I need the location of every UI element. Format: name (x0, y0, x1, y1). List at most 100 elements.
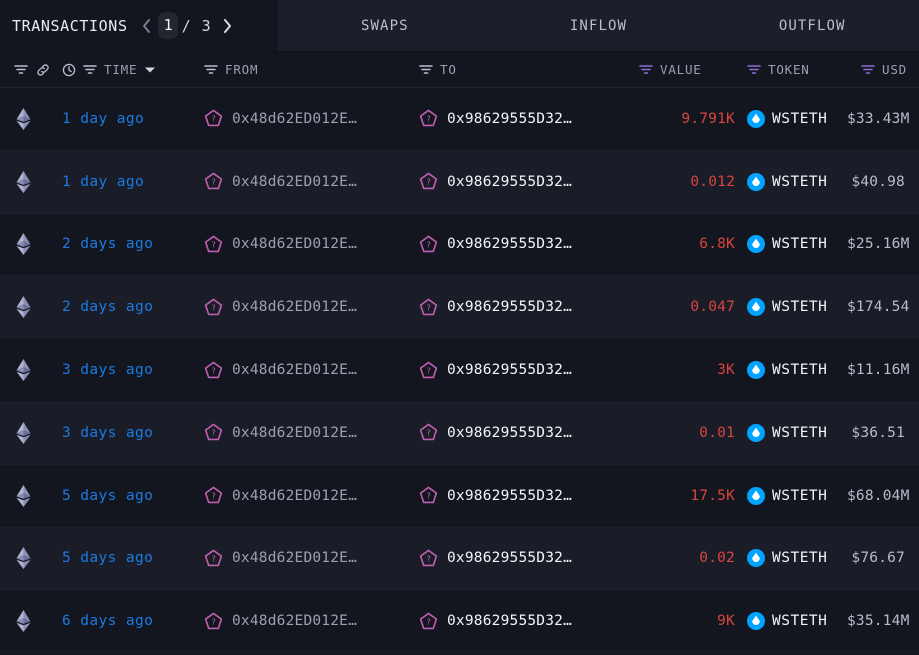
row-to-address: 0x98629555D32… (447, 362, 573, 379)
chevron-down-icon[interactable] (144, 66, 156, 74)
row-to-cell[interactable]: ? 0x98629555D32… (419, 361, 639, 380)
row-token-cell[interactable]: WSTETH (735, 549, 847, 568)
column-header-value[interactable]: VALUE (639, 52, 735, 87)
row-token-cell[interactable]: WSTETH (735, 361, 847, 380)
row-time-cell: 2 days ago (62, 299, 204, 315)
row-to-address: 0x98629555D32… (447, 110, 573, 127)
filter-icon[interactable] (419, 64, 433, 75)
row-usd-cell: $68.04M (847, 488, 919, 504)
row-usd-cell: $11.16M (847, 362, 919, 378)
filter-icon[interactable] (747, 64, 761, 75)
current-page-number[interactable]: 1 (157, 12, 178, 39)
tab-inflow[interactable]: INFLOW (491, 0, 706, 51)
row-from-cell[interactable]: ? 0x48d62ED012E… (204, 109, 419, 128)
row-to-cell[interactable]: ? 0x98629555D32… (419, 549, 639, 568)
svg-text:?: ? (426, 366, 431, 375)
row-to-cell[interactable]: ? 0x98629555D32… (419, 423, 639, 442)
row-to-cell[interactable]: ? 0x98629555D32… (419, 298, 639, 317)
table-row[interactable]: 5 days ago ? 0x48d62ED012E… ? 0x98629555… (0, 464, 919, 528)
table-row[interactable]: 3 days ago ? 0x48d62ED012E… ? 0x98629555… (0, 401, 919, 465)
row-from-address: 0x48d62ED012E… (232, 299, 358, 316)
row-from-address: 0x48d62ED012E… (232, 236, 358, 253)
column-header-time[interactable]: TIME (62, 52, 204, 87)
row-from-cell[interactable]: ? 0x48d62ED012E… (204, 612, 419, 631)
wsteth-token-icon (747, 423, 765, 442)
row-value-amount: 9K (717, 613, 735, 630)
row-token-cell[interactable]: WSTETH (735, 172, 847, 191)
row-chain-cell (0, 547, 62, 570)
table-row[interactable]: 2 days ago ? 0x48d62ED012E… ? 0x98629555… (0, 213, 919, 277)
row-token-cell[interactable]: WSTETH (735, 109, 847, 128)
row-to-address: 0x98629555D32… (447, 550, 573, 567)
row-from-cell[interactable]: ? 0x48d62ED012E… (204, 549, 419, 568)
tab-transactions[interactable]: TRANSACTIONS 1 / 3 (0, 0, 278, 51)
row-to-cell[interactable]: ? 0x98629555D32… (419, 612, 639, 631)
row-token-symbol: WSTETH (772, 110, 828, 127)
ethereum-icon (16, 547, 31, 570)
table-row[interactable]: 6 days ago ? 0x48d62ED012E… ? 0x98629555… (0, 590, 919, 654)
column-header-token[interactable]: TOKEN (735, 52, 847, 87)
chevron-right-icon[interactable] (219, 11, 237, 41)
column-header-from[interactable]: FROM (204, 52, 419, 87)
clock-icon[interactable] (62, 63, 76, 77)
tab-outflow[interactable]: OUTFLOW (705, 0, 919, 51)
row-chain-cell (0, 170, 62, 193)
entity-unknown-icon: ? (419, 549, 438, 568)
tab-swaps[interactable]: SWAPS (278, 0, 492, 51)
table-row[interactable]: 1 day ago ? 0x48d62ED012E… ? 0x98629555D… (0, 150, 919, 214)
row-value-amount: 0.01 (699, 424, 735, 441)
entity-unknown-icon: ? (419, 298, 438, 317)
row-token-cell[interactable]: WSTETH (735, 423, 847, 442)
row-token-cell[interactable]: WSTETH (735, 612, 847, 631)
row-usd-cell: $174.54 (847, 299, 919, 315)
row-to-cell[interactable]: ? 0x98629555D32… (419, 486, 639, 505)
ethereum-icon (16, 170, 31, 193)
row-from-cell[interactable]: ? 0x48d62ED012E… (204, 298, 419, 317)
row-token-cell[interactable]: WSTETH (735, 486, 847, 505)
row-from-cell[interactable]: ? 0x48d62ED012E… (204, 235, 419, 254)
row-usd-value: $174.54 (847, 299, 910, 316)
row-from-cell[interactable]: ? 0x48d62ED012E… (204, 172, 419, 191)
row-to-cell[interactable]: ? 0x98629555D32… (419, 172, 639, 191)
filter-icon[interactable] (861, 64, 875, 75)
column-header-chain[interactable] (0, 52, 62, 87)
row-value-cell: 0.012 (639, 174, 735, 190)
column-header-to[interactable]: TO (419, 52, 639, 87)
table-row[interactable]: 1 day ago ? 0x48d62ED012E… ? 0x98629555D… (0, 88, 919, 151)
entity-unknown-icon: ? (419, 612, 438, 631)
ethereum-icon (16, 107, 31, 130)
ethereum-icon (16, 233, 31, 256)
wsteth-token-icon (747, 109, 765, 128)
tab-inflow-label: INFLOW (569, 17, 628, 34)
column-header-usd[interactable]: USD (847, 52, 919, 87)
row-from-cell[interactable]: ? 0x48d62ED012E… (204, 423, 419, 442)
filter-icon[interactable] (14, 64, 28, 75)
row-from-cell[interactable]: ? 0x48d62ED012E… (204, 486, 419, 505)
svg-text:?: ? (211, 617, 216, 626)
row-usd-value: $25.16M (847, 236, 910, 253)
svg-text:?: ? (211, 303, 216, 312)
row-token-cell[interactable]: WSTETH (735, 235, 847, 254)
row-token-symbol: WSTETH (772, 236, 828, 253)
filter-icon[interactable] (204, 64, 218, 75)
row-token-symbol: WSTETH (772, 299, 828, 316)
ethereum-icon (16, 359, 31, 382)
chain-link-icon[interactable] (36, 63, 50, 77)
row-usd-value: $68.04M (847, 487, 910, 504)
chevron-left-icon[interactable] (138, 11, 156, 41)
row-time-cell: 1 day ago (62, 174, 204, 190)
row-to-address: 0x98629555D32… (447, 424, 573, 441)
table-row[interactable]: 2 days ago ? 0x48d62ED012E… ? 0x98629555… (0, 276, 919, 340)
row-to-cell[interactable]: ? 0x98629555D32… (419, 235, 639, 254)
row-time-value: 1 day ago (62, 173, 145, 190)
row-value-cell: 0.01 (639, 425, 735, 441)
table-row[interactable]: 5 days ago ? 0x48d62ED012E… ? 0x98629555… (0, 527, 919, 591)
row-from-cell[interactable]: ? 0x48d62ED012E… (204, 361, 419, 380)
row-to-cell[interactable]: ? 0x98629555D32… (419, 109, 639, 128)
row-token-cell[interactable]: WSTETH (735, 298, 847, 317)
table-row[interactable]: 3 days ago ? 0x48d62ED012E… ? 0x98629555… (0, 339, 919, 402)
filter-icon[interactable] (83, 64, 97, 75)
column-header-from-label: FROM (225, 62, 259, 77)
entity-unknown-icon: ? (419, 361, 438, 380)
filter-icon[interactable] (639, 64, 653, 75)
